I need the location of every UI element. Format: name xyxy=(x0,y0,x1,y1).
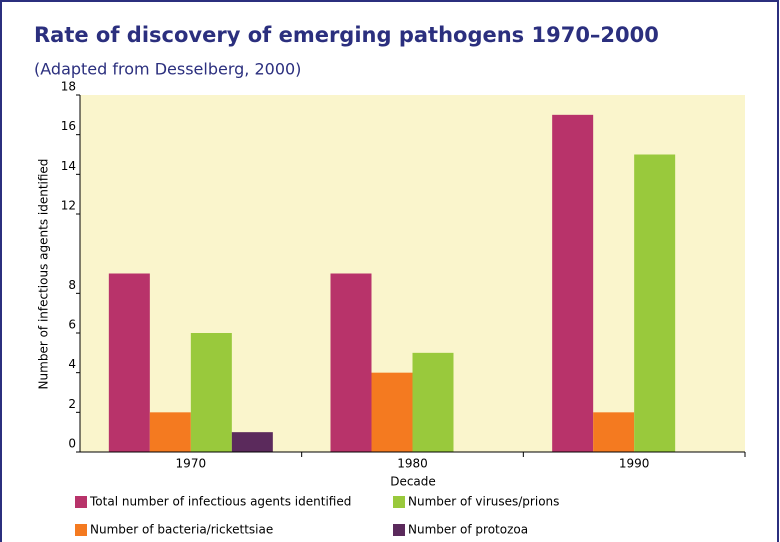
y-tick-label: 16 xyxy=(61,119,76,133)
legend-label: Number of viruses/prions xyxy=(408,495,559,509)
bar xyxy=(634,154,676,452)
y-tick-label: 14 xyxy=(61,159,76,173)
x-tick-label: 1990 xyxy=(619,457,650,471)
bar xyxy=(552,114,594,452)
y-tick-label: 12 xyxy=(61,199,76,213)
legend-label: Total number of infectious agents identi… xyxy=(89,495,351,509)
bar xyxy=(149,412,191,452)
bar xyxy=(108,273,150,452)
legend-swatch xyxy=(393,496,405,508)
y-tick-label: 6 xyxy=(68,318,76,332)
chart-title: Rate of discovery of emerging pathogens … xyxy=(34,23,659,47)
legend-label: Number of bacteria/rickettsiae xyxy=(90,523,273,537)
y-tick-label: 2 xyxy=(68,397,76,411)
bar xyxy=(330,273,372,452)
legend-swatch xyxy=(75,524,87,536)
x-tick-label: 1970 xyxy=(176,457,207,471)
bar xyxy=(231,432,273,452)
legend-swatch xyxy=(393,524,405,536)
y-axis-label: Number of infectious agents identified xyxy=(37,159,51,390)
legend-label: Number of protozoa xyxy=(408,523,528,537)
x-tick-label: 1980 xyxy=(397,457,428,471)
x-axis-label: Decade xyxy=(390,475,436,489)
bar xyxy=(190,333,232,452)
bar xyxy=(371,372,413,452)
chart-subtitle: (Adapted from Desselberg, 2000) xyxy=(34,60,301,79)
y-tick-label: 18 xyxy=(61,80,76,94)
y-tick-label: 0 xyxy=(68,437,76,451)
bar xyxy=(412,352,454,452)
bar xyxy=(593,412,635,452)
legend-swatch xyxy=(75,496,87,508)
y-tick-label: 4 xyxy=(68,357,76,371)
y-tick-label: 8 xyxy=(68,278,76,292)
